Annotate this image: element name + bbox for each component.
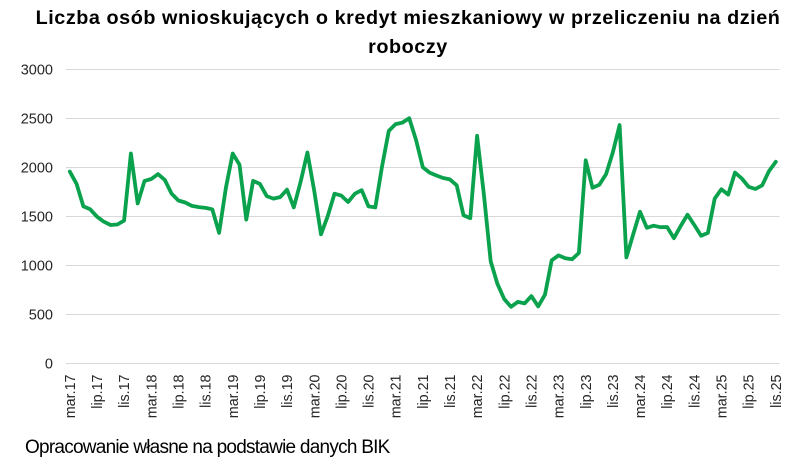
svg-text:lip.22: lip.22	[497, 374, 513, 408]
svg-text:lip.21: lip.21	[416, 374, 432, 408]
svg-text:lis.18: lis.18	[199, 374, 215, 407]
svg-text:1000: 1000	[21, 259, 53, 275]
svg-text:lip.25: lip.25	[742, 374, 758, 408]
svg-text:mar.17: mar.17	[63, 374, 79, 418]
svg-text:mar.23: mar.23	[552, 374, 568, 418]
svg-text:lis.21: lis.21	[443, 374, 459, 407]
svg-text:lip.18: lip.18	[172, 374, 188, 408]
svg-text:lis.17: lis.17	[117, 374, 133, 407]
svg-text:lis.24: lis.24	[687, 374, 703, 407]
svg-text:mar.20: mar.20	[307, 374, 323, 418]
svg-text:mar.24: mar.24	[633, 374, 649, 418]
svg-text:lis.19: lis.19	[280, 374, 296, 407]
svg-text:mar.19: mar.19	[226, 374, 242, 418]
svg-text:mar.18: mar.18	[144, 374, 160, 418]
svg-text:2000: 2000	[21, 161, 53, 177]
svg-text:0: 0	[45, 357, 53, 373]
svg-text:mar.21: mar.21	[389, 374, 405, 418]
svg-text:lip.20: lip.20	[334, 374, 350, 408]
svg-text:500: 500	[29, 308, 53, 324]
svg-text:2500: 2500	[21, 112, 53, 128]
svg-text:lis.20: lis.20	[362, 374, 378, 407]
svg-text:lis.25: lis.25	[769, 374, 785, 407]
svg-text:mar.22: mar.22	[470, 374, 486, 418]
svg-text:lip.23: lip.23	[579, 374, 595, 408]
svg-text:lis.22: lis.22	[525, 374, 541, 407]
svg-text:lis.23: lis.23	[606, 374, 622, 407]
svg-text:1500: 1500	[21, 210, 53, 226]
svg-text:mar.25: mar.25	[715, 374, 731, 418]
svg-text:lip.24: lip.24	[660, 374, 676, 408]
svg-text:3000: 3000	[21, 63, 53, 79]
svg-text:lip.19: lip.19	[253, 374, 269, 408]
svg-text:lip.17: lip.17	[90, 374, 106, 408]
